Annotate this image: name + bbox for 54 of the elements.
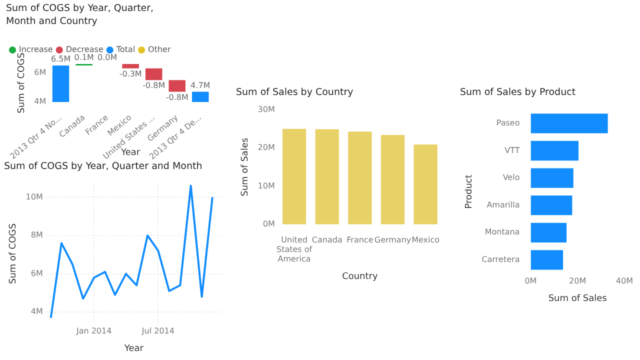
y-axis-title: Product: [464, 174, 475, 209]
y-tick-label: 6M: [30, 268, 43, 278]
x-tick-label: United States of America: [276, 235, 312, 264]
chart-title: Sum of Sales by Country: [236, 86, 354, 100]
bar: [530, 196, 572, 216]
x-axis-title: Year: [123, 344, 144, 354]
y-axis-title: Sum of COGS: [8, 223, 19, 284]
y-tick-label: 30M: [258, 104, 275, 114]
y-axis-title: Sum of COGS: [17, 52, 28, 114]
y-tick-label: Amarilla: [486, 200, 520, 210]
bar: [530, 114, 608, 134]
y-tick-label: Montana: [484, 228, 520, 237]
data-label: -0.8M: [142, 81, 166, 90]
data-label: 4.7M: [190, 80, 210, 90]
x-tick-label: Jul 2014: [140, 326, 174, 336]
x-tick-label: Canada: [312, 235, 342, 244]
x-tick-label: France: [346, 235, 374, 244]
x-tick-label: Mexico: [412, 235, 440, 244]
legend-label: Total: [115, 45, 136, 54]
legend-label: Other: [148, 45, 172, 54]
bar: [530, 250, 564, 270]
data-label: 0.1M: [74, 53, 94, 62]
bar: [530, 168, 574, 188]
bar: [530, 140, 579, 161]
y-tick-label: Carretera: [482, 255, 520, 264]
bar: [530, 222, 567, 242]
y-tick-label: 10M: [26, 192, 43, 202]
x-axis-title: Sum of Sales: [548, 294, 608, 304]
y-tick-label: 20M: [258, 143, 275, 152]
chart-title: Sum of COGS by Year, Quarter and Month: [4, 160, 204, 174]
data-label: 6.5M: [50, 54, 71, 64]
y-tick-label: 4M: [34, 97, 46, 106]
y-tick-label: VTT: [504, 146, 520, 155]
data-label: -0.3M: [119, 69, 142, 78]
y-tick-label: 10M: [258, 181, 275, 190]
x-tick-label: 40M: [616, 276, 634, 286]
y-tick-label: 4M: [30, 307, 43, 316]
x-tick-label: 20M: [569, 276, 586, 286]
x-tick-label: Jan 2014: [75, 326, 112, 336]
y-tick-label: 0M: [262, 219, 275, 228]
chart-title: Sum of Sales by Product: [460, 86, 577, 100]
y-axis-title: Sum of Sales: [240, 138, 251, 196]
x-tick-label: Germany: [374, 235, 412, 244]
y-tick-label: 6M: [34, 68, 46, 77]
chart-title: Sum of COGS by Year, Quarter, Month and Country: [6, 2, 155, 29]
x-tick-label: 0M: [524, 276, 537, 286]
y-tick-label: 8M: [30, 230, 43, 240]
x-axis-title: Country: [342, 272, 378, 282]
y-tick-label: Velo: [502, 173, 520, 182]
data-label: -0.8M: [166, 92, 188, 102]
legend-label: Increase: [19, 45, 53, 54]
data-label: 0.0M: [98, 53, 118, 62]
legend-label: Decrease: [66, 45, 104, 54]
y-tick-label: Paseo: [496, 118, 520, 128]
